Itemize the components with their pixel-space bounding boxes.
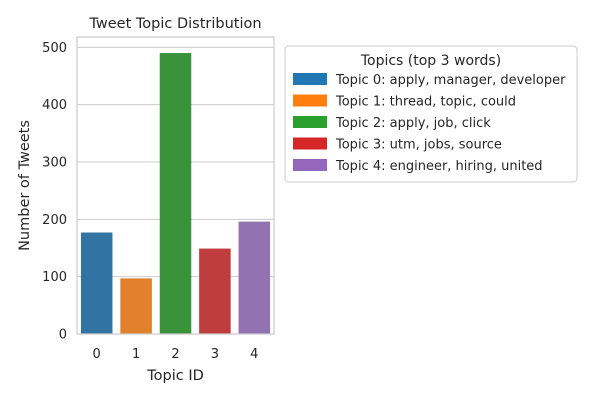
plot-frame: [76, 36, 275, 335]
bar-topic-4: [238, 221, 271, 334]
legend-entry-label: Topic 4: engineer, hiring, united: [335, 159, 543, 174]
bar-topic-0: [80, 232, 113, 334]
legend-title: Topics (top 3 words): [360, 53, 501, 69]
y-tick-label: 400: [42, 98, 67, 113]
x-axis-label: Topic ID: [146, 368, 204, 384]
legend: Topics (top 3 words) Topic 0: apply, man…: [284, 45, 578, 183]
legend-entry-label: Topic 1: thread, topic, could: [335, 95, 516, 110]
y-tick-label: 0: [59, 328, 67, 343]
legend-swatch: [293, 137, 327, 150]
legend-swatch: [293, 73, 327, 85]
y-axis-label: Number of Tweets: [17, 120, 33, 251]
legend-swatch: [293, 159, 327, 171]
y-tick-label: 300: [42, 155, 67, 170]
legend-entry-label: Topic 3: utm, jobs, source: [335, 138, 502, 153]
y-tick-label: 500: [42, 41, 67, 56]
legend-entry-label: Topic 2: apply, job, click: [335, 116, 491, 131]
legend-swatch: [293, 94, 327, 107]
chart-title: Tweet Topic Distribution: [88, 16, 261, 32]
bar-topic-1: [120, 278, 152, 334]
x-tick-label: 2: [171, 347, 179, 362]
bar-topic-3: [199, 248, 231, 334]
x-tick-label: 4: [250, 347, 258, 362]
y-tick-label: 200: [42, 213, 67, 228]
legend-entry-label: Topic 0: apply, manager, developer: [335, 73, 566, 88]
legend-entries: Topic 0: apply, manager, developer Topic …: [293, 73, 566, 174]
bar-topic-2: [159, 53, 192, 335]
legend-box: [284, 45, 578, 183]
bars: [80, 53, 271, 335]
legend-swatch: [293, 116, 327, 128]
x-tick-label: 0: [93, 347, 101, 362]
x-tick-label: 1: [132, 347, 140, 362]
y-tick-label: 100: [42, 270, 67, 285]
tick-labels: 0 100 200 300 400 500 0 1 2 3 4: [42, 41, 258, 362]
x-tick-label: 3: [211, 347, 219, 362]
